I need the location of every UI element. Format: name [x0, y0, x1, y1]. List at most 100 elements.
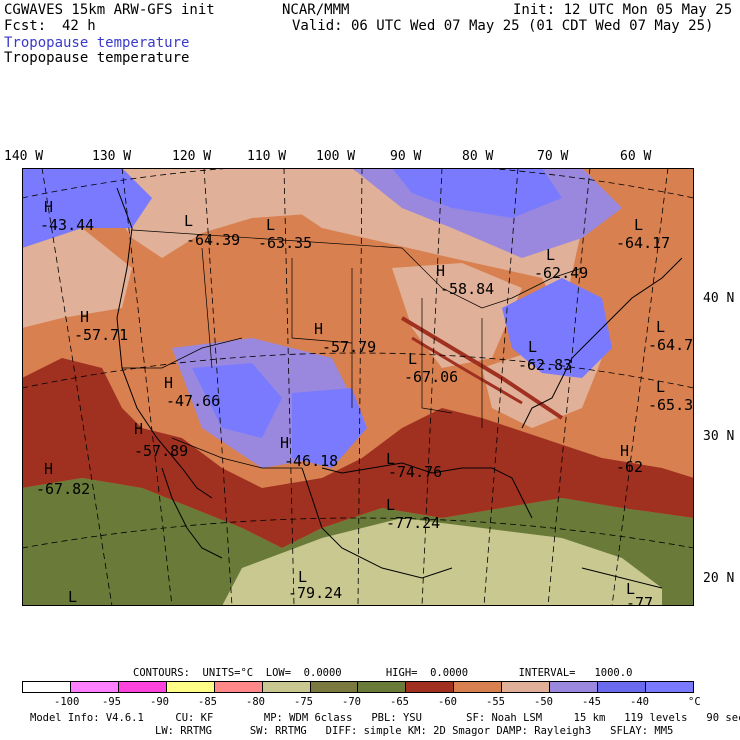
lon-label-130w: 130 W: [92, 149, 132, 164]
center-marker-8: H: [314, 320, 323, 338]
field-band-blue-east: [502, 278, 612, 378]
center-value-8: -57.79: [322, 338, 376, 356]
field-band-lightpink-lakes: [392, 263, 522, 368]
center-marker-17: H: [620, 442, 629, 460]
field-band-blue-sw: [192, 363, 282, 438]
lat-label-20n: 20 N: [703, 571, 735, 586]
forecast-hours: 42 h: [62, 18, 96, 34]
colorbar-swatch: [597, 682, 645, 692]
center-marker-2: L: [184, 212, 193, 230]
center-value-3: -63.35: [258, 234, 312, 252]
colorbar-tick-label: -80: [246, 696, 265, 708]
center-value-9: -67.06: [404, 368, 458, 386]
field-title-primary: Tropopause temperature: [4, 35, 190, 51]
colorbar: [22, 681, 694, 693]
colorbar-tick-label: -40: [630, 696, 649, 708]
model-info-line1: Model Info: V4.6.1 CU: KF MP: WDM 6class…: [30, 712, 740, 724]
center-marker-9: L: [408, 350, 417, 368]
colorbar-tick-label: -50: [534, 696, 553, 708]
field-band-blue-nw: [22, 168, 152, 248]
center-marker-7: H: [80, 308, 89, 326]
colorbar-swatch: [453, 682, 502, 692]
center-marker-21: L: [68, 588, 77, 606]
field-band-darkred: [22, 358, 694, 548]
colorbar-swatch: [549, 682, 598, 692]
center-value-10: -62.83: [518, 356, 572, 374]
center-marker-10: L: [528, 338, 537, 356]
colorbar-tick-label: -100: [54, 696, 80, 708]
center-value-1: -43.44: [40, 216, 94, 234]
center-marker-22: L: [626, 580, 635, 598]
lon-label-110w: 110 W: [247, 149, 287, 164]
colorbar-tick-label: -60: [438, 696, 457, 708]
center-value-12: -65.3: [648, 396, 693, 414]
field-band-lightpink-north: [112, 168, 382, 258]
lat-label-40n: 40 N: [703, 291, 735, 306]
colorbar-swatch: [644, 682, 693, 692]
center-value-13: -47.66: [166, 392, 220, 410]
map-frame: [22, 168, 694, 606]
colorbar-tick-label: -45: [582, 696, 601, 708]
center-marker-14: H: [280, 434, 289, 452]
field-band-lightpink-west: [22, 228, 132, 328]
colorbar-swatch: [309, 682, 358, 692]
center-value-17: -62: [616, 458, 643, 476]
model-info-line2: LW: RRTMG SW: RRTMG DIFF: simple KM: 2D …: [155, 725, 674, 737]
lon-label-120w: 120 W: [172, 149, 212, 164]
jet-streak-2: [411, 336, 523, 405]
center-marker-19: L: [386, 496, 395, 514]
center-marker-16: L: [386, 450, 395, 468]
jet-streak: [400, 316, 564, 420]
lon-label-90w: 90 W: [390, 149, 422, 164]
center-marker-5: L: [634, 216, 643, 234]
pressure-centers: H -43.44 L -64.39 L -63.35 L -62.49 L -6…: [36, 198, 693, 606]
coastlines: [116, 187, 683, 589]
lon-label-80w: 80 W: [462, 149, 494, 164]
colorbar-swatch: [405, 682, 454, 692]
center-marker-6: H: [436, 262, 445, 280]
center-marker-4: L: [546, 246, 555, 264]
colorbar-tick-label: -65: [390, 696, 409, 708]
center-marker-20: L: [298, 568, 307, 586]
colorbar-swatch: [213, 682, 262, 692]
center-marker-11: L: [656, 318, 665, 336]
field-title-secondary: Tropopause temperature: [4, 50, 190, 66]
center-value-5: -64.17: [616, 234, 670, 252]
center-value-11: -64.7: [648, 336, 693, 354]
colorbar-swatch: [501, 682, 550, 692]
lon-label-70w: 70 W: [537, 149, 569, 164]
colorbar-tick-label: -95: [102, 696, 121, 708]
colorbar-tick-label: -55: [486, 696, 505, 708]
colorbar-swatch: [261, 682, 310, 692]
center-value-19: -77.24: [386, 514, 440, 532]
init-time: Init: 12 UTC Mon 05 May 25: [513, 2, 733, 18]
center-marker-1: H: [44, 198, 53, 216]
contours-info: CONTOURS: UNITS=°C LOW= 0.0000 HIGH= 0.0…: [133, 667, 633, 679]
lon-label-60w: 60 W: [620, 149, 652, 164]
lon-label-140w: 140 W: [4, 149, 44, 164]
political-borders: [122, 229, 583, 469]
colorbar-swatch: [23, 682, 70, 692]
field-band-blue-ne: [392, 168, 562, 218]
center-marker-18: H: [44, 460, 53, 478]
forecast-label: Fcst:: [4, 18, 47, 34]
center-value-16: -74.76: [388, 463, 442, 481]
lon-label-100w: 100 W: [316, 149, 356, 164]
colorbar-tick-label: -75: [294, 696, 313, 708]
center-value-15: -57.89: [134, 442, 188, 460]
field-band-khaki: [222, 518, 662, 606]
field-band-blue-s: [292, 388, 367, 468]
center-value-22: -77: [626, 594, 653, 606]
colorbar-unit: °C: [688, 696, 701, 708]
center-value-2: -64.39: [186, 231, 240, 249]
colorbar-tick-label: -70: [342, 696, 361, 708]
colorbar-swatch: [69, 682, 118, 692]
center-marker-3: L: [266, 216, 275, 234]
colorbar-tick-label: -85: [198, 696, 217, 708]
center-label: NCAR/MMM: [282, 2, 350, 18]
center-value-18: -67.82: [36, 480, 90, 498]
center-marker-12: L: [656, 378, 665, 396]
valid-time: Valid: 06 UTC Wed 07 May 25 (01 CDT Wed …: [292, 18, 714, 34]
center-value-14: -46.18: [284, 452, 338, 470]
colorbar-swatch: [117, 682, 166, 692]
